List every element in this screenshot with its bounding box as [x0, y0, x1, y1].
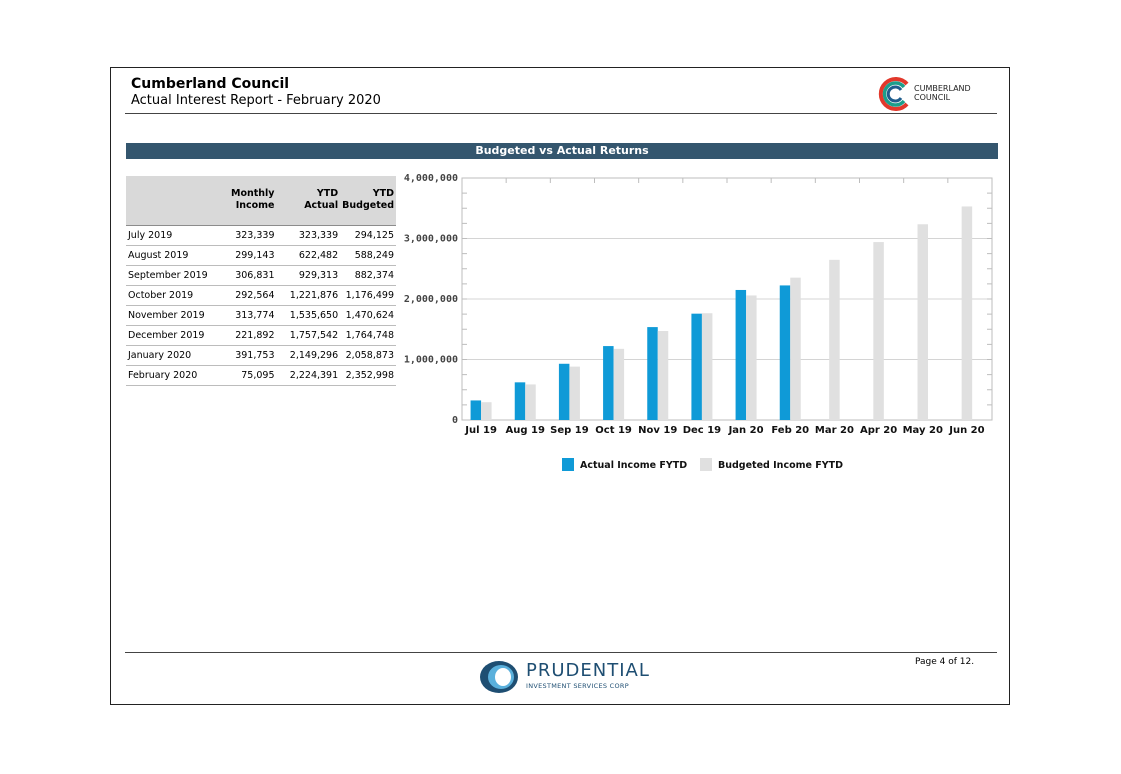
legend-label: Actual Income FYTD — [580, 460, 687, 471]
x-tick-label: Mar 20 — [815, 425, 854, 436]
y-tick-label: 4,000,000 — [404, 173, 458, 184]
bar-actual — [691, 313, 702, 420]
x-tick-label: Oct 19 — [595, 425, 632, 436]
table-row: July 2019 323,339 323,339 294,125 — [126, 225, 396, 246]
returns-bar-chart: 0 1,000,000 2,000,000 3,000,000 4,000,000 Jul… — [404, 173, 993, 471]
bar-budgeted — [701, 313, 713, 420]
bar-budgeted — [829, 259, 840, 420]
bar-budgeted — [525, 384, 536, 420]
table-row: October 2019 292,564 1,221,876 1,176,499 — [126, 285, 396, 306]
x-tick-label: Nov 19 — [638, 425, 677, 436]
table-row: December 2019 221,892 1,757,542 1,764,748 — [126, 325, 396, 346]
legend-swatch — [562, 458, 574, 471]
table-row: November 2019 313,774 1,535,650 1,470,624 — [126, 305, 396, 326]
header-divider — [125, 113, 997, 114]
y-tick-label: 3,000,000 — [404, 234, 458, 245]
bar-actual — [779, 285, 791, 420]
interest-table: Monthly Income YTD Actual YTD Budgeted July… — [126, 176, 396, 386]
page-frame — [110, 67, 1010, 705]
organization-name: Cumberland Council — [131, 76, 290, 92]
prudential-logo: PRUDENTIAL INVESTMENT SERVICES CORP — [478, 659, 658, 695]
section-banner: Budgeted vs Actual Returns — [126, 143, 998, 159]
x-tick-label: Jan 20 — [728, 425, 764, 436]
x-tick-label: Jun 20 — [948, 425, 984, 436]
page-number: Page 4 of 12. — [915, 657, 975, 667]
x-tick-label: May 20 — [903, 425, 943, 436]
bar-budgeted — [961, 206, 973, 420]
bar-actual — [514, 382, 526, 420]
prudential-ring-icon — [480, 661, 518, 693]
table-row: August 2019 299,143 622,482 588,249 — [126, 245, 396, 266]
column-header-month — [126, 176, 221, 226]
x-tick-label: Feb 20 — [771, 425, 809, 436]
column-header-ytd-budgeted: YTD Budgeted — [340, 176, 396, 226]
bar-budgeted — [481, 402, 492, 420]
x-tick-label: Dec 19 — [683, 425, 721, 436]
footer-divider — [125, 652, 997, 653]
column-header-monthly-income: Monthly Income — [220, 176, 277, 226]
logo-line-1: CUMBERLAND — [914, 84, 971, 93]
x-tick-label: Aug 19 — [506, 425, 545, 436]
bar-actual — [470, 400, 482, 420]
bar-budgeted — [790, 277, 801, 420]
brand-name: PRUDENTIAL — [526, 660, 650, 681]
legend-label: Budgeted Income FYTD — [718, 460, 843, 471]
logo-line-2: COUNCIL — [914, 93, 951, 102]
table-row: January 2020 391,753 2,149,296 2,058,873 — [126, 345, 396, 366]
bar-actual — [558, 363, 570, 420]
report-title: Actual Interest Report - February 2020 — [131, 93, 381, 108]
x-tick-label: Apr 20 — [860, 425, 897, 436]
bar-actual — [603, 346, 614, 420]
column-header-ytd-actual: YTD Actual — [276, 176, 341, 226]
y-tick-label: 0 — [452, 415, 458, 426]
y-tick-label: 2,000,000 — [404, 294, 458, 305]
x-tick-label: Sep 19 — [550, 425, 589, 436]
legend-swatch — [700, 458, 712, 471]
cumberland-logo: CUMBERLAND COUNCIL — [877, 76, 997, 112]
bar-budgeted — [613, 348, 625, 420]
cumberland-c-icon — [878, 77, 909, 111]
bar-budgeted — [917, 224, 928, 420]
bar-budgeted — [657, 331, 669, 420]
bar-budgeted — [873, 242, 884, 420]
bar-actual — [735, 289, 747, 420]
bar-budgeted — [746, 295, 757, 420]
bar-actual — [647, 327, 658, 420]
table-header-row: Monthly Income YTD Actual YTD Budgeted — [126, 176, 396, 226]
y-tick-label: 1,000,000 — [404, 355, 458, 366]
bar-budgeted — [569, 366, 580, 420]
x-tick-label: Jul 19 — [464, 425, 497, 436]
table-row: February 2020 75,095 2,224,391 2,352,998 — [126, 365, 396, 386]
brand-subtitle: INVESTMENT SERVICES CORP — [526, 682, 629, 690]
table-row: September 2019 306,831 929,313 882,374 — [126, 265, 396, 286]
